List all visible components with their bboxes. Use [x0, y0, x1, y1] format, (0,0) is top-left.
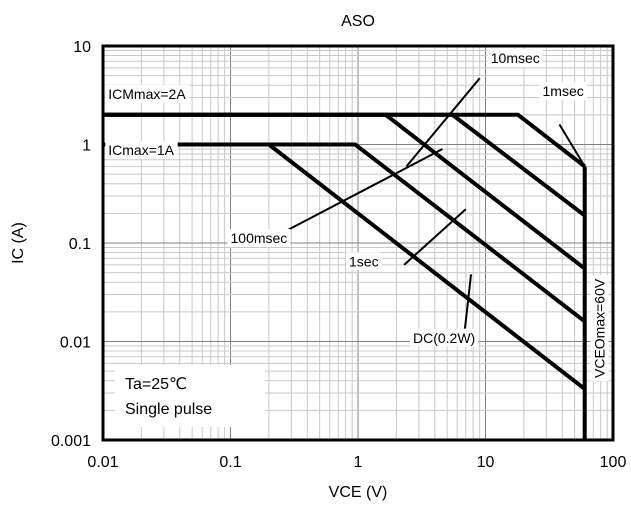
- leader-line-ms10: [405, 77, 481, 167]
- leader-line-ms1: [558, 123, 586, 167]
- annotation-leaders: [287, 77, 586, 329]
- annotation-ic: ICmax=1A: [108, 142, 174, 158]
- annotation-ms1: 1msec: [543, 83, 584, 99]
- x-tick-label: 10: [477, 454, 495, 471]
- x-tick-label: 100: [600, 454, 627, 471]
- annotation-bg-dc: [409, 328, 479, 347]
- chart-title: ASO: [341, 13, 375, 30]
- annotation-ms10: 10msec: [491, 50, 540, 66]
- annotation-bg-ic: [105, 141, 178, 160]
- y-tick-label: 0.001: [51, 433, 91, 450]
- y-tick-label: 10: [73, 39, 91, 56]
- annotations: ICMmax=2A ICmax=1A 10msec 1msec 100msec 1sec D…: [105, 49, 609, 381]
- leader-line-s1: [403, 208, 467, 266]
- condition-note: Ta=25℃ Single pulse: [115, 365, 265, 427]
- plot-frame: [101, 44, 615, 442]
- annotation-ms100: 100msec: [231, 230, 288, 246]
- x-tick-label: 0.1: [219, 454, 241, 471]
- annotation-bg-vceo: [590, 275, 609, 381]
- x-axis-title: VCE (V): [329, 484, 388, 501]
- x-tick-label: 0.01: [87, 454, 118, 471]
- annotation-bg-icm: [105, 84, 190, 103]
- y-tick-label: 0.1: [69, 236, 91, 253]
- grid-lines: [103, 46, 613, 440]
- y-axis-title: IC (A): [10, 222, 27, 264]
- annotation-bg-ms100: [227, 229, 291, 247]
- series-lines: [103, 112, 587, 440]
- annotation-s1: 1sec: [349, 253, 379, 269]
- note-temperature: Ta=25℃: [125, 376, 187, 393]
- note-single-pulse: Single pulse: [125, 401, 212, 418]
- tick-labels: 0.01 0.1 1 10 100 0.001 0.01 0.1 1 10: [51, 39, 626, 471]
- leader-line-ms100: [287, 148, 443, 232]
- annotation-icm: ICMmax=2A: [108, 86, 186, 102]
- annotation-vceo: VCEOmax=60V: [592, 278, 608, 378]
- annotation-bg-ms10: [487, 49, 543, 68]
- annotation-dc: DC(0.2W): [413, 330, 475, 346]
- annotation-bg-ms1: [539, 82, 587, 101]
- series-line-100msec: [103, 112, 586, 271]
- y-tick-label: 0.01: [60, 335, 91, 352]
- x-tick-label: 1: [354, 454, 363, 471]
- y-tick-label: 1: [82, 138, 91, 155]
- leader-line-dc: [463, 274, 473, 329]
- annotation-bg-s1: [346, 252, 382, 271]
